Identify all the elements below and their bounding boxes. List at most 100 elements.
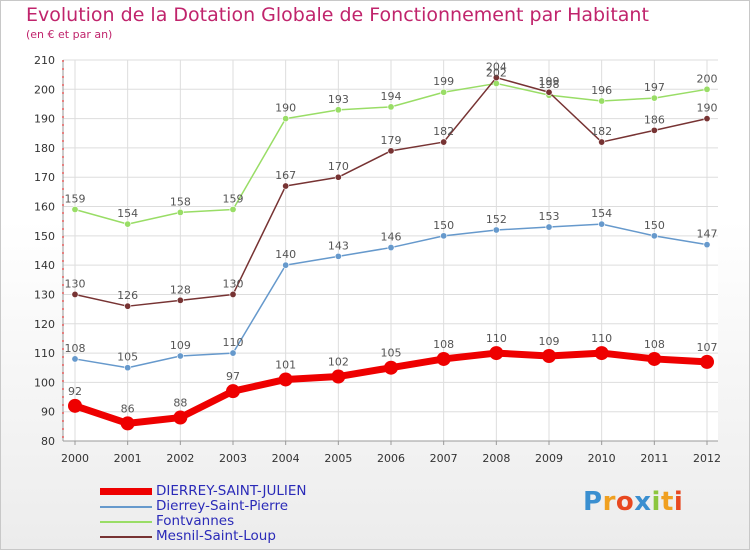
data-label-mesnil-saint-loup: 130 (65, 277, 86, 290)
data-label-dierrey-saint-pierre: 105 (117, 351, 138, 364)
x-tick-label: 2004 (272, 452, 300, 465)
data-label-dierrey-saint-pierre: 146 (381, 231, 402, 244)
x-tick-label: 2012 (693, 452, 721, 465)
data-label-mesnil-saint-loup: 186 (644, 113, 665, 126)
chart-subtitle: (en € et par an) (26, 28, 113, 41)
x-tick-label: 2000 (61, 452, 89, 465)
data-point-dierrey-saint-pierre (387, 244, 395, 252)
data-label-dierrey-saint-pierre: 154 (591, 207, 612, 220)
y-tick-label: 110 (34, 347, 55, 360)
logo-letter: i (673, 487, 684, 517)
data-point-dierrey-saint-pierre (545, 223, 553, 231)
logo-letter: t (660, 487, 674, 517)
data-label-mesnil-saint-loup: 179 (381, 134, 402, 147)
y-tick-label: 100 (34, 376, 55, 389)
data-label-dierrey-saint-pierre: 147 (697, 228, 718, 241)
legend-label: Fontvannes (156, 513, 235, 529)
data-label-dierrey-saint-julien: 102 (328, 356, 349, 369)
data-point-dierrey-saint-pierre (492, 226, 500, 234)
data-point-mesnil-saint-loup (440, 138, 448, 146)
logo-letter: o (615, 487, 635, 517)
data-label-dierrey-saint-julien: 97 (226, 370, 240, 383)
data-point-fontvannes (229, 205, 237, 213)
data-label-dierrey-saint-julien: 86 (121, 402, 135, 415)
data-point-dierrey-saint-julien (436, 351, 451, 366)
data-point-fontvannes (124, 220, 132, 228)
data-label-mesnil-saint-loup: 204 (486, 61, 507, 74)
data-point-mesnil-saint-loup (598, 138, 606, 146)
data-point-dierrey-saint-pierre (71, 355, 79, 363)
y-tick-label: 130 (34, 288, 55, 301)
data-label-fontvannes: 190 (275, 102, 296, 115)
data-label-dierrey-saint-julien: 92 (68, 385, 82, 398)
data-point-mesnil-saint-loup (334, 173, 342, 181)
x-tick-label: 2003 (219, 452, 247, 465)
series-lines (68, 74, 714, 431)
data-label-dierrey-saint-pierre: 152 (486, 213, 507, 226)
data-label-mesnil-saint-loup: 182 (433, 125, 454, 138)
data-label-fontvannes: 196 (591, 84, 612, 97)
y-tick-label: 190 (34, 113, 55, 126)
data-point-dierrey-saint-pierre (282, 261, 290, 269)
data-label-dierrey-saint-julien: 110 (591, 332, 612, 345)
data-point-mesnil-saint-loup (124, 302, 132, 310)
data-point-dierrey-saint-julien (489, 346, 504, 361)
data-point-fontvannes (334, 106, 342, 114)
y-tick-label: 210 (34, 54, 55, 67)
data-label-dierrey-saint-pierre: 109 (170, 339, 191, 352)
data-point-dierrey-saint-julien (331, 369, 346, 384)
legend-label: Dierrey-Saint-Pierre (156, 498, 289, 514)
x-tick-label: 2005 (324, 452, 352, 465)
x-tick-label: 2002 (166, 452, 194, 465)
axes: 8090100110120130140150160170180190200210… (34, 54, 721, 465)
data-point-fontvannes (440, 88, 448, 96)
x-tick-label: 2010 (588, 452, 616, 465)
data-point-dierrey-saint-pierre (124, 364, 132, 372)
data-point-mesnil-saint-loup (650, 126, 658, 134)
data-label-mesnil-saint-loup: 190 (697, 102, 718, 115)
data-point-mesnil-saint-loup (387, 147, 395, 155)
data-label-dierrey-saint-julien: 108 (433, 338, 454, 351)
data-label-fontvannes: 198 (539, 78, 560, 91)
data-label-mesnil-saint-loup: 199 (539, 75, 560, 88)
legend-swatch (100, 488, 152, 495)
x-tick-label: 2011 (640, 452, 668, 465)
data-label-dierrey-saint-julien: 110 (486, 332, 507, 345)
data-point-dierrey-saint-pierre (334, 252, 342, 260)
data-point-mesnil-saint-loup (176, 296, 184, 304)
y-tick-label: 150 (34, 230, 55, 243)
data-label-mesnil-saint-loup: 126 (117, 289, 138, 302)
data-label-mesnil-saint-loup: 170 (328, 160, 349, 173)
data-point-fontvannes (282, 115, 290, 123)
data-label-fontvannes: 159 (65, 192, 86, 205)
legend-label: DIERREY-SAINT-JULIEN (156, 483, 307, 499)
data-label-fontvannes: 199 (433, 75, 454, 88)
y-tick-label: 120 (34, 318, 55, 331)
y-tick-label: 80 (41, 435, 55, 448)
data-point-dierrey-saint-julien (384, 360, 398, 375)
data-label-dierrey-saint-pierre: 150 (644, 219, 665, 232)
logo-letter: x (634, 487, 652, 517)
legend-swatch (100, 521, 152, 523)
y-tick-label: 170 (34, 171, 55, 184)
data-label-dierrey-saint-pierre: 140 (275, 248, 296, 261)
data-label-mesnil-saint-loup: 167 (275, 169, 296, 182)
data-label-mesnil-saint-loup: 130 (223, 277, 244, 290)
legend-label: Mesnil-Saint-Loup (156, 528, 276, 544)
data-point-fontvannes (598, 97, 606, 105)
data-point-dierrey-saint-julien (647, 351, 662, 366)
data-label-mesnil-saint-loup: 128 (170, 283, 191, 296)
data-label-dierrey-saint-julien: 109 (539, 335, 560, 348)
x-tick-label: 2007 (430, 452, 458, 465)
data-label-fontvannes: 200 (697, 72, 718, 85)
data-point-fontvannes (71, 205, 79, 213)
data-label-fontvannes: 197 (644, 81, 665, 94)
data-point-dierrey-saint-julien (173, 410, 188, 425)
data-point-dierrey-saint-julien (700, 354, 714, 369)
logo-letter: i (651, 487, 661, 517)
chart-title: Evolution de la Dotation Globale de Fonc… (26, 4, 649, 26)
data-label-fontvannes: 194 (381, 90, 402, 103)
data-point-dierrey-saint-julien (226, 384, 240, 399)
x-tick-label: 2008 (482, 452, 510, 465)
data-label-dierrey-saint-julien: 107 (697, 341, 718, 354)
